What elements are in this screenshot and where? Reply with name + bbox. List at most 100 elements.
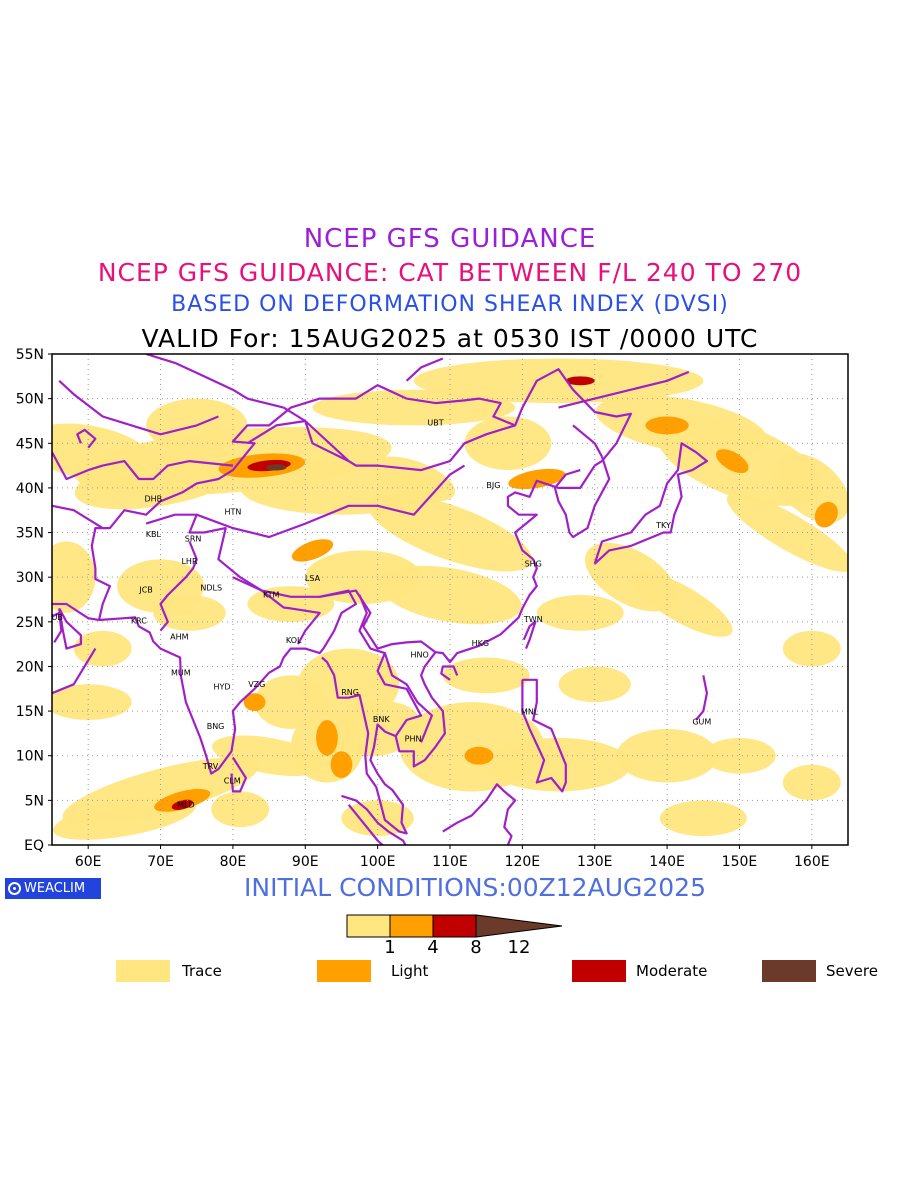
station-lsa: LSA xyxy=(305,574,321,583)
logo-icon xyxy=(8,882,21,895)
trace-area xyxy=(211,735,327,776)
boundary-line xyxy=(232,576,321,645)
lon-label: 140E xyxy=(649,854,685,870)
trace-area xyxy=(703,737,776,774)
legend-severe-swatch xyxy=(762,960,816,982)
lat-label: 45N xyxy=(16,436,44,452)
boundary-line xyxy=(405,357,444,382)
moderate-area xyxy=(171,799,193,810)
lat-label: 10N xyxy=(16,749,44,765)
boundary-line xyxy=(52,602,100,622)
legend-light: Light xyxy=(317,960,428,982)
boundary-line xyxy=(52,611,63,643)
light-area xyxy=(330,751,353,779)
trace-area xyxy=(312,389,516,426)
light-area xyxy=(715,449,749,474)
station-dhb: DHB xyxy=(144,494,162,503)
boundary-line xyxy=(196,464,466,539)
title-cat-layer: NCEP GFS GUIDANCE: CAT BETWEEN F/L 240 T… xyxy=(97,258,803,287)
title-product: NCEP GFS GUIDANCE xyxy=(303,224,597,254)
boundary-line xyxy=(440,665,459,681)
station-ndls: NDLS xyxy=(200,584,222,593)
severe-area xyxy=(266,464,287,471)
trace-area xyxy=(247,586,335,622)
station-mnl: MNL xyxy=(521,708,539,717)
boundary-line xyxy=(52,648,97,695)
station-mum: MUM xyxy=(171,668,191,677)
boundary-line xyxy=(58,379,219,436)
colorbar-segment xyxy=(346,914,391,938)
lon-label: 150E xyxy=(722,854,758,870)
trace-area xyxy=(73,630,132,667)
boundary-line xyxy=(321,465,596,835)
boundary-line xyxy=(695,675,709,721)
light-area xyxy=(316,720,338,756)
lat-label: 30N xyxy=(16,570,44,586)
colorbar-segment xyxy=(389,914,434,938)
title-valid-time: VALID For: 15AUG2025 at 0530 IST /0000 U… xyxy=(141,324,759,353)
trace-area xyxy=(442,657,530,694)
station-lhr: LHR xyxy=(181,557,197,566)
lon-label: 80E xyxy=(220,854,247,870)
colorbar-tick-label: 4 xyxy=(427,937,438,958)
station-phn: PHN xyxy=(405,734,422,743)
station-gum: GUM xyxy=(692,717,711,726)
initial-conditions: INITIAL CONDITIONS:00Z12AUG2025 xyxy=(244,873,706,902)
legend-light-label: Light xyxy=(391,962,429,980)
trace-area xyxy=(782,764,841,801)
trace-area xyxy=(211,791,270,828)
legend-light-swatch xyxy=(317,960,371,982)
lat-label: 15N xyxy=(16,704,44,720)
boundary-line xyxy=(230,756,247,793)
lat-label: 5N xyxy=(25,793,44,809)
lat-label: 35N xyxy=(16,526,44,542)
trace-area xyxy=(659,800,747,837)
legend-trace-swatch xyxy=(116,960,170,982)
station-tky: TKY xyxy=(655,521,671,530)
colorbar-tick-label: 12 xyxy=(508,937,531,958)
station-trv: TRV xyxy=(202,762,219,771)
trace-area xyxy=(52,684,132,721)
light-area xyxy=(243,693,266,712)
trace-area xyxy=(341,800,414,837)
weaclim-logo: WEACLIM xyxy=(5,878,101,899)
boundary-line xyxy=(52,451,234,481)
station-bng: BNG xyxy=(207,722,225,731)
station-dub: DUB xyxy=(45,613,63,622)
longitude-axis: 60E 70E 80E 90E 100E 110E 120E 130E 140E 150E 160E xyxy=(75,845,830,870)
lat-label: 20N xyxy=(16,659,44,675)
colorbar: 1 4 8 12 xyxy=(346,914,563,958)
station-clm: CLM xyxy=(224,776,241,785)
station-htn: HTN xyxy=(224,508,241,517)
boundary-line xyxy=(522,620,537,650)
boundary-line xyxy=(558,370,690,409)
station-krc: KRC xyxy=(131,617,147,626)
station-srn: SRN xyxy=(185,534,202,543)
title-method: BASED ON DEFORMATION SHEAR INDEX (DVSI) xyxy=(171,292,729,317)
legend-severe-label: Severe xyxy=(826,962,878,980)
station-vzg: VZG xyxy=(248,680,265,689)
boundary-line xyxy=(521,678,567,793)
station-hkg: HKG xyxy=(472,639,489,648)
lat-label: 40N xyxy=(16,481,44,497)
legend-moderate-label: Moderate xyxy=(636,962,708,980)
station-ubt: UBT xyxy=(427,418,443,427)
colorbar-tick-label: 1 xyxy=(384,937,395,958)
lon-label: 100E xyxy=(360,854,396,870)
lon-label: 110E xyxy=(432,854,468,870)
legend-moderate-swatch xyxy=(572,960,626,982)
lon-label: 130E xyxy=(577,854,613,870)
trace-area xyxy=(630,571,733,637)
trace-area xyxy=(536,595,624,631)
lat-label: 25N xyxy=(16,615,44,631)
boundary-line xyxy=(52,504,104,530)
boundary-line xyxy=(572,424,603,458)
trace-area xyxy=(486,737,631,792)
station-bnk: BNK xyxy=(373,715,390,724)
lat-label: EQ xyxy=(24,838,44,854)
boundary-line xyxy=(376,652,423,737)
trace-area xyxy=(52,423,153,481)
station-ktm: KTM xyxy=(263,591,280,600)
station-shg: SHG xyxy=(525,559,542,568)
colorbar-tick-label: 8 xyxy=(470,937,481,958)
